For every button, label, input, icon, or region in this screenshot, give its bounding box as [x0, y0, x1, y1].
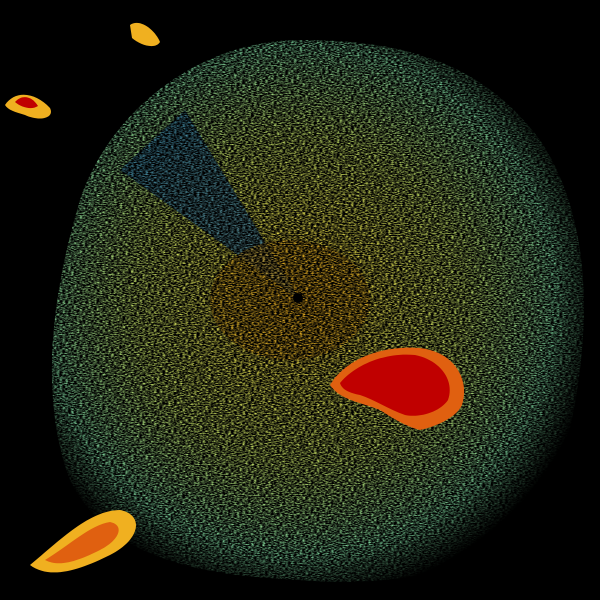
storm-cell-southeast: [330, 347, 465, 430]
storm-cell-southwest: [30, 510, 137, 573]
central-moderate-echo: [210, 240, 370, 360]
radar-site-marker: [293, 293, 303, 303]
storm-cell-northwest: [5, 22, 160, 119]
